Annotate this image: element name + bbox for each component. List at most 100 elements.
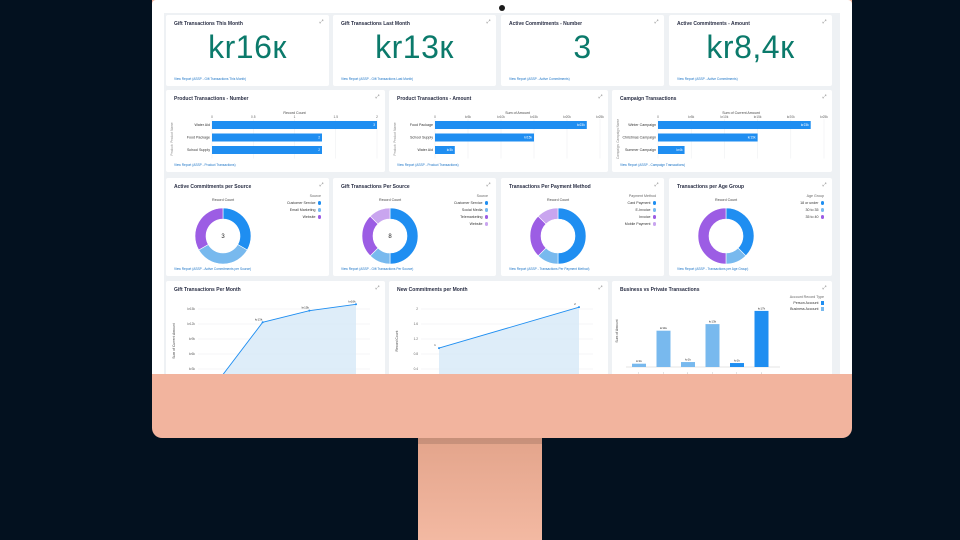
view-report-link[interactable]: View Report (ASSP - Product Transactions… bbox=[174, 163, 236, 167]
stand-neck bbox=[418, 438, 542, 444]
legend-item: Website bbox=[470, 222, 488, 226]
expand-icon[interactable]: ⤢ bbox=[598, 285, 603, 291]
dashboard-screen: Gift Transactions This Month ⤢ kr16к Vie… bbox=[164, 13, 840, 374]
donut-slice bbox=[198, 244, 248, 265]
bar bbox=[435, 146, 455, 154]
legend-item: Telemarketing bbox=[460, 215, 488, 219]
donut-slice bbox=[725, 207, 755, 257]
column-bar bbox=[656, 330, 671, 367]
expand-icon[interactable]: ⤢ bbox=[822, 285, 827, 291]
card-title: Product Transactions - Amount bbox=[397, 96, 472, 102]
metric-card-active-commitments-amount: Active Commitments - Amount ⤢ kr8,4к Vie… bbox=[669, 15, 832, 86]
chart-card-gift-per-month: Gift Transactions Per Month ⤢ kr15k kr12k… bbox=[166, 281, 385, 374]
view-report-link[interactable]: View Report (ASSP - Gift Transactions Pe… bbox=[341, 267, 414, 271]
expand-icon[interactable]: ⤢ bbox=[486, 19, 491, 25]
data-label: kr16k bbox=[348, 299, 356, 303]
column-bar bbox=[730, 363, 744, 367]
metric-value: kr13к bbox=[375, 29, 454, 65]
tick-label: 1 bbox=[294, 115, 296, 119]
card-title: Gift Transactions Per Month bbox=[174, 287, 241, 293]
view-report-link[interactable]: View Report (ASSP - Gift Transactions Th… bbox=[174, 77, 247, 81]
expand-icon[interactable]: ⤢ bbox=[319, 182, 324, 188]
data-label: kr13k bbox=[709, 320, 717, 324]
donut-slice bbox=[369, 207, 391, 225]
view-report-link[interactable]: View Report (ASSP - Active Commitments p… bbox=[174, 267, 252, 271]
legend-item: 18 or under bbox=[800, 201, 824, 205]
view-report-link[interactable]: View Report (ASSP - Campaign Transaction… bbox=[620, 163, 686, 167]
expand-icon[interactable]: ⤢ bbox=[822, 182, 827, 188]
metric-card-gift-this-month: Gift Transactions This Month ⤢ kr16к Vie… bbox=[166, 15, 329, 86]
view-report-link[interactable]: View Report (ASSP - Transactions Per Pay… bbox=[509, 267, 590, 271]
legend-item: Card Payment bbox=[628, 201, 656, 205]
card-title: Business vs Private Transactions bbox=[620, 287, 700, 293]
card-title: Transactions Per Payment Method bbox=[509, 184, 591, 190]
data-label: kr1k bbox=[734, 359, 740, 363]
tick-label: 1.2 bbox=[414, 337, 419, 341]
expand-icon[interactable]: ⤢ bbox=[822, 19, 827, 25]
tick-label: kr6k bbox=[189, 352, 195, 356]
expand-icon[interactable]: ⤢ bbox=[375, 94, 380, 100]
card-title: Gift Transactions Last Month bbox=[341, 21, 410, 27]
expand-icon[interactable]: ⤢ bbox=[319, 19, 324, 25]
data-label: kr1k bbox=[685, 358, 691, 362]
bar bbox=[435, 121, 587, 129]
category-label: Wat... bbox=[685, 372, 689, 374]
legend-item: Invoice bbox=[639, 215, 656, 219]
category-label: Foo... bbox=[710, 372, 714, 374]
area-chart: kr15k kr12k kr9k kr6k kr3k Sum of Current Amo… bbox=[172, 299, 370, 374]
expand-icon[interactable]: ⤢ bbox=[375, 285, 380, 291]
y-axis-title: Sum of Current Amount bbox=[172, 323, 176, 358]
donut-measure: Record Count bbox=[547, 198, 570, 202]
column-bar bbox=[681, 362, 695, 367]
donut-center-value: 8 bbox=[388, 234, 392, 240]
chart-card-product-number: Product Transactions - Number ⤢ Record C… bbox=[166, 90, 385, 172]
category-label: Water Aid bbox=[418, 148, 433, 152]
expand-icon[interactable]: ⤢ bbox=[822, 94, 827, 100]
donut-slice bbox=[697, 207, 727, 265]
chart-card-business-private: Business vs Private Transactions ⤢ Accou… bbox=[612, 281, 832, 374]
column-bar bbox=[705, 324, 720, 367]
data-point bbox=[261, 321, 264, 324]
data-label: kr23k bbox=[801, 123, 809, 127]
legend-item: Mobile Payment bbox=[625, 222, 656, 226]
category-label: Summer Campaign bbox=[625, 148, 656, 152]
data-label: 1 bbox=[434, 343, 436, 347]
bar bbox=[658, 146, 685, 154]
expand-icon[interactable]: ⤢ bbox=[654, 19, 659, 25]
tick-label: 1.6 bbox=[414, 322, 419, 326]
view-report-link[interactable]: View Report (ASSP - Product Transactions… bbox=[397, 163, 459, 167]
view-report-link[interactable]: View Report (ASSP - Active Commitments) bbox=[677, 77, 738, 81]
tick-label: 2 bbox=[416, 307, 418, 311]
donut-measure: Record Count bbox=[715, 198, 738, 202]
expand-icon[interactable]: ⤢ bbox=[654, 182, 659, 188]
y-axis-title: Sum of Amount bbox=[615, 319, 619, 342]
legend-label: Business Account bbox=[790, 307, 819, 311]
chart-card-product-amount: Product Transactions - Amount ⤢ Sum of A… bbox=[389, 90, 608, 172]
metric-value: 3 bbox=[573, 29, 592, 65]
data-label: 3 bbox=[373, 123, 375, 127]
bar bbox=[212, 133, 322, 142]
bar-chart: Sum of Amount 0 kr5k kr10k kr15k kr20k kr25k Pr… bbox=[393, 111, 604, 159]
view-report-link[interactable]: View Report (ASSP - Transactions per Age… bbox=[677, 267, 749, 271]
view-report-link[interactable]: View Report (ASSP - Gift Transactions La… bbox=[341, 77, 414, 81]
axis-title: Sum of Current Amount bbox=[722, 111, 760, 115]
card-title: Active Commitments - Amount bbox=[677, 21, 750, 27]
tick-label: 0.4 bbox=[414, 367, 419, 371]
view-report-link[interactable]: View Report (ASSP - Active Commitments) bbox=[509, 77, 570, 81]
category-label: School Supply bbox=[410, 136, 433, 140]
y-axis-title: Record Count bbox=[395, 330, 399, 351]
expand-icon[interactable]: ⤢ bbox=[598, 94, 603, 100]
tick-label: kr20k bbox=[787, 115, 795, 119]
donut-center-value: 3 bbox=[221, 234, 225, 240]
area-fill bbox=[439, 307, 579, 374]
expand-icon[interactable]: ⤢ bbox=[486, 182, 491, 188]
legend-item: Customer Service bbox=[454, 201, 488, 205]
data-point bbox=[308, 309, 311, 312]
legend-label: Website bbox=[302, 215, 316, 219]
data-label: kr15k bbox=[748, 136, 756, 140]
axis-title: Record Count bbox=[283, 111, 305, 115]
tick-label: kr12k bbox=[187, 322, 195, 326]
legend-title: Payment Method bbox=[628, 194, 656, 198]
area-fill bbox=[223, 304, 356, 374]
legend-swatch bbox=[652, 208, 656, 212]
